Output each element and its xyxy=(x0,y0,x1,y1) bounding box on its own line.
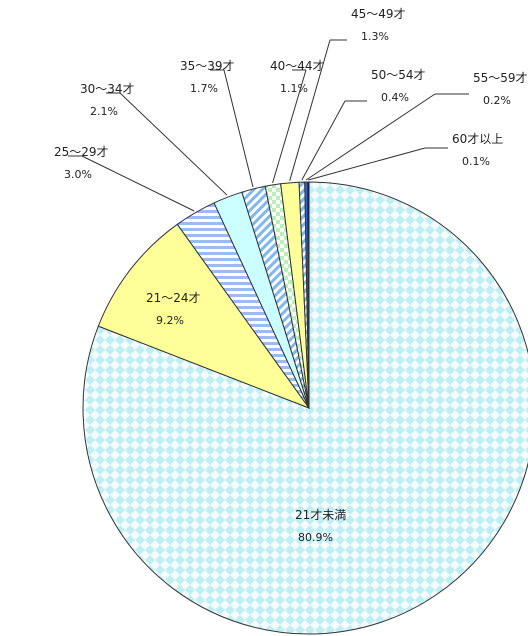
slice-label-1: 21才未満 xyxy=(295,508,346,522)
slice-label-9: 55〜59才 xyxy=(473,71,528,85)
pie-slice-1 xyxy=(82,181,528,635)
slice-value-4: 2.1% xyxy=(90,105,118,118)
leader-line-4 xyxy=(119,92,228,196)
slice-label-6: 40〜44才 xyxy=(270,59,325,73)
pie-slice-2 xyxy=(97,223,311,410)
slice-value-3: 3.0% xyxy=(64,168,92,181)
slice-value-9: 0.2% xyxy=(483,94,511,107)
leader-line-6 xyxy=(272,69,307,184)
leader-line-10 xyxy=(308,147,426,181)
slice-label-2: 21〜24才 xyxy=(146,291,201,305)
slice-value-7: 1.3% xyxy=(361,30,389,43)
slice-label-3: 25〜29才 xyxy=(54,145,109,159)
slice-label-4: 30〜34才 xyxy=(80,82,135,96)
leader-line-8 xyxy=(301,100,346,181)
slice-value-1: 80.9% xyxy=(298,531,333,544)
leader-line-3 xyxy=(81,155,195,212)
slice-label-10: 60才以上 xyxy=(452,132,503,146)
leader-line-7 xyxy=(289,39,331,181)
slice-label-8: 50〜54才 xyxy=(371,68,426,82)
pie-slice-10 xyxy=(307,181,310,409)
slice-label-7: 45〜49才 xyxy=(351,7,406,21)
leader-line-9 xyxy=(305,93,436,181)
slice-value-10: 0.1% xyxy=(462,155,490,168)
slice-value-5: 1.7% xyxy=(190,82,218,95)
leader-line-5 xyxy=(223,69,254,188)
slice-value-2: 9.2% xyxy=(156,314,184,327)
slice-value-6: 1.1% xyxy=(280,82,308,95)
slice-label-5: 35〜39才 xyxy=(180,59,235,73)
slice-value-8: 0.4% xyxy=(381,91,409,104)
